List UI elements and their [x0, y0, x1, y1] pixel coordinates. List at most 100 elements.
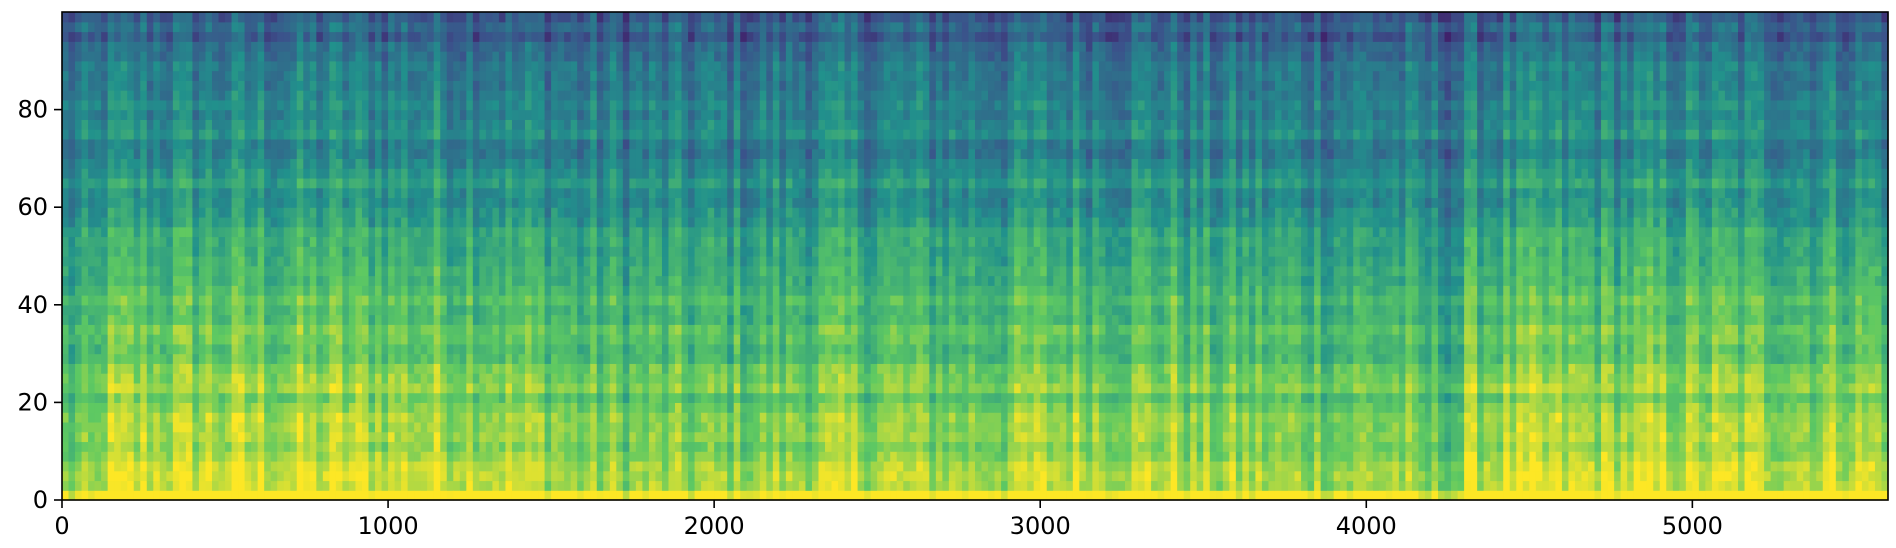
- heatmap-cell: [166, 12, 174, 23]
- heatmap-cell: [159, 412, 167, 423]
- heatmap-cell: [251, 256, 259, 267]
- heatmap-cell: [107, 343, 115, 355]
- heatmap-cell: [140, 382, 148, 394]
- heatmap-cell: [303, 12, 311, 23]
- heatmap-cell: [701, 129, 709, 140]
- heatmap-cell: [590, 460, 598, 472]
- heatmap-cell: [251, 451, 259, 462]
- heatmap-cell: [694, 12, 702, 23]
- heatmap-cell: [309, 216, 317, 228]
- heatmap-cell: [525, 80, 533, 91]
- heatmap-cell: [329, 90, 337, 101]
- heatmap-cell: [557, 304, 565, 316]
- heatmap-cell: [303, 451, 311, 462]
- heatmap-cell: [342, 158, 350, 169]
- heatmap-cell: [238, 119, 246, 130]
- heatmap-cell: [270, 314, 278, 325]
- heatmap-cell: [140, 285, 148, 296]
- heatmap-cell: [290, 70, 298, 81]
- heatmap-cell: [596, 470, 604, 482]
- heatmap-cell: [251, 421, 259, 433]
- heatmap-cell: [655, 158, 663, 169]
- heatmap-cell: [642, 324, 650, 335]
- heatmap-cell: [257, 441, 265, 452]
- heatmap-cell: [479, 304, 487, 316]
- heatmap-cell: [635, 148, 644, 159]
- heatmap-cell: [146, 60, 154, 72]
- heatmap-cell: [355, 334, 363, 345]
- heatmap-cell: [88, 451, 96, 462]
- heatmap-cell: [198, 373, 207, 384]
- heatmap-cell: [218, 197, 226, 208]
- heatmap-cell: [192, 373, 200, 384]
- heatmap-cell: [394, 70, 402, 81]
- heatmap-cell: [153, 236, 161, 247]
- heatmap-cell: [675, 80, 683, 91]
- heatmap-cell: [62, 129, 70, 140]
- heatmap-cell: [642, 441, 650, 452]
- heatmap-cell: [616, 470, 624, 482]
- heatmap-cell: [446, 129, 454, 140]
- heatmap-cell: [427, 295, 435, 306]
- heatmap-cell: [290, 275, 298, 286]
- heatmap-cell: [564, 470, 572, 482]
- heatmap-cell: [388, 41, 396, 52]
- heatmap-cell: [629, 460, 637, 472]
- heatmap-cell: [192, 265, 200, 277]
- heatmap-cell: [420, 431, 428, 443]
- heatmap-cell: [440, 109, 448, 120]
- heatmap-cell: [257, 421, 265, 433]
- heatmap-cell: [681, 363, 689, 374]
- heatmap-cell: [414, 109, 422, 120]
- heatmap-cell: [120, 119, 128, 130]
- heatmap-cell: [283, 138, 291, 150]
- heatmap-cell: [225, 256, 233, 267]
- heatmap-cell: [622, 412, 630, 423]
- heatmap-cell: [375, 314, 383, 325]
- heatmap-cell: [257, 168, 265, 179]
- heatmap-cell: [440, 119, 448, 130]
- heatmap-cell: [701, 236, 709, 247]
- heatmap-cell: [590, 236, 598, 247]
- heatmap-cell: [570, 138, 578, 150]
- heatmap-cell: [564, 236, 572, 247]
- heatmap-cell: [661, 197, 670, 208]
- heatmap-cell: [485, 480, 494, 491]
- heatmap-cell: [153, 119, 161, 130]
- heatmap-cell: [316, 460, 324, 472]
- heatmap-cell: [472, 324, 480, 335]
- heatmap-cell: [290, 402, 298, 413]
- heatmap-cell: [329, 275, 337, 286]
- heatmap-cell: [322, 90, 330, 101]
- heatmap-cell: [570, 119, 578, 130]
- heatmap-cell: [88, 51, 96, 62]
- heatmap-cell: [322, 421, 330, 433]
- heatmap-cell: [198, 109, 207, 120]
- heatmap-cell: [544, 343, 552, 355]
- heatmap-cell: [303, 490, 311, 501]
- heatmap-cell: [531, 197, 539, 208]
- heatmap-cell: [322, 177, 330, 189]
- heatmap-cell: [277, 90, 285, 101]
- heatmap-cell: [629, 187, 637, 199]
- heatmap-cell: [453, 402, 461, 413]
- heatmap-cell: [270, 392, 278, 403]
- heatmap-cell: [94, 99, 102, 111]
- heatmap-cell: [166, 129, 174, 140]
- heatmap-cell: [257, 382, 265, 394]
- heatmap-cell: [590, 60, 598, 72]
- heatmap-cell: [459, 392, 467, 403]
- heatmap-cell: [211, 226, 220, 238]
- heatmap-cell: [101, 70, 109, 81]
- heatmap-cell: [205, 324, 213, 335]
- heatmap-cell: [414, 99, 422, 111]
- heatmap-cell: [309, 207, 317, 218]
- heatmap-cell: [146, 451, 154, 462]
- heatmap-cell: [388, 21, 396, 33]
- heatmap-cell: [309, 363, 317, 374]
- heatmap-cell: [290, 177, 298, 189]
- heatmap-cell: [544, 275, 552, 286]
- heatmap-cell: [75, 421, 83, 433]
- heatmap-cell: [296, 70, 304, 81]
- heatmap-cell: [140, 441, 148, 452]
